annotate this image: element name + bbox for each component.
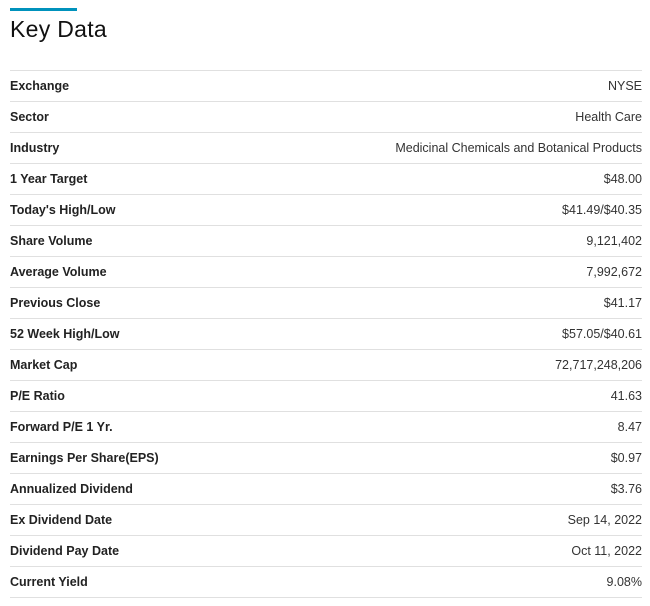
row-value: 72,717,248,206 xyxy=(555,358,642,372)
row-label: Average Volume xyxy=(10,265,107,279)
table-row: Dividend Pay Date Oct 11, 2022 xyxy=(10,536,642,567)
row-label: Dividend Pay Date xyxy=(10,544,120,558)
key-data-table: Exchange NYSE Sector Health Care Industry Med… xyxy=(10,70,642,598)
table-row: P/E Ratio 41.63 xyxy=(10,381,642,412)
row-label: 52 Week High/Low xyxy=(10,327,120,341)
row-value: 9.08% xyxy=(606,575,642,589)
table-row: Ex Dividend Date Sep 14, 2022 xyxy=(10,505,642,536)
table-row: Today's High/Low $41.49/$40.35 xyxy=(10,195,642,226)
row-label: Annualized Dividend xyxy=(10,482,133,496)
table-row: Previous Close $41.17 xyxy=(10,288,642,319)
table-row: Earnings Per Share(EPS) $0.97 xyxy=(10,443,642,474)
table-row: Industry Medicinal Chemicals and Botanica… xyxy=(10,133,642,164)
row-label: Ex Dividend Date xyxy=(10,513,113,527)
table-row: 1 Year Target $48.00 xyxy=(10,164,642,195)
row-value: 41.63 xyxy=(610,389,642,403)
row-label: Today's High/Low xyxy=(10,203,116,217)
row-value: $48.00 xyxy=(603,172,642,186)
page-title: Key Data xyxy=(10,16,108,42)
row-label: 1 Year Target xyxy=(10,172,88,186)
title-accent-bar xyxy=(10,8,77,11)
row-value: Health Care xyxy=(575,110,642,124)
table-row: Sector Health Care xyxy=(10,102,642,133)
row-label: Forward P/E 1 Yr. xyxy=(10,420,113,434)
row-value: 8.47 xyxy=(617,420,642,434)
row-label: Market Cap xyxy=(10,358,78,372)
row-label: Earnings Per Share(EPS) xyxy=(10,451,159,465)
row-value: Medicinal Chemicals and Botanical Produc… xyxy=(395,141,642,155)
row-value: NYSE xyxy=(607,79,642,93)
table-row: Market Cap 72,717,248,206 xyxy=(10,350,642,381)
table-row: 52 Week High/Low $57.05/$40.61 xyxy=(10,319,642,350)
row-value: 9,121,402 xyxy=(586,234,642,248)
table-row: Current Yield 9.08% xyxy=(10,567,642,598)
row-label: Sector xyxy=(10,110,49,124)
row-label: P/E Ratio xyxy=(10,389,65,403)
row-value: $3.76 xyxy=(610,482,642,496)
table-row: Average Volume 7,992,672 xyxy=(10,257,642,288)
row-value: $41.17 xyxy=(603,296,642,310)
row-label: Previous Close xyxy=(10,296,101,310)
table-row: Annualized Dividend $3.76 xyxy=(10,474,642,505)
row-value: 7,992,672 xyxy=(586,265,642,279)
table-row: Exchange NYSE xyxy=(10,71,642,102)
row-label: Current Yield xyxy=(10,575,88,589)
row-label: Industry xyxy=(10,141,60,155)
row-value: $41.49/$40.35 xyxy=(562,203,642,217)
row-value: Sep 14, 2022 xyxy=(567,513,642,527)
row-value: $0.97 xyxy=(610,451,642,465)
row-label: Share Volume xyxy=(10,234,93,248)
table-row: Forward P/E 1 Yr. 8.47 xyxy=(10,412,642,443)
row-label: Exchange xyxy=(10,79,70,93)
row-value: Oct 11, 2022 xyxy=(571,544,642,558)
row-value: $57.05/$40.61 xyxy=(562,327,642,341)
table-row: Share Volume 9,121,402 xyxy=(10,226,642,257)
